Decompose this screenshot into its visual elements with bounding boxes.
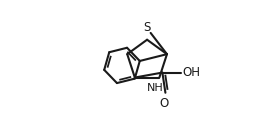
Text: OH: OH xyxy=(183,66,201,79)
Text: O: O xyxy=(159,97,169,110)
Text: NH: NH xyxy=(146,83,163,93)
Text: S: S xyxy=(143,21,151,34)
